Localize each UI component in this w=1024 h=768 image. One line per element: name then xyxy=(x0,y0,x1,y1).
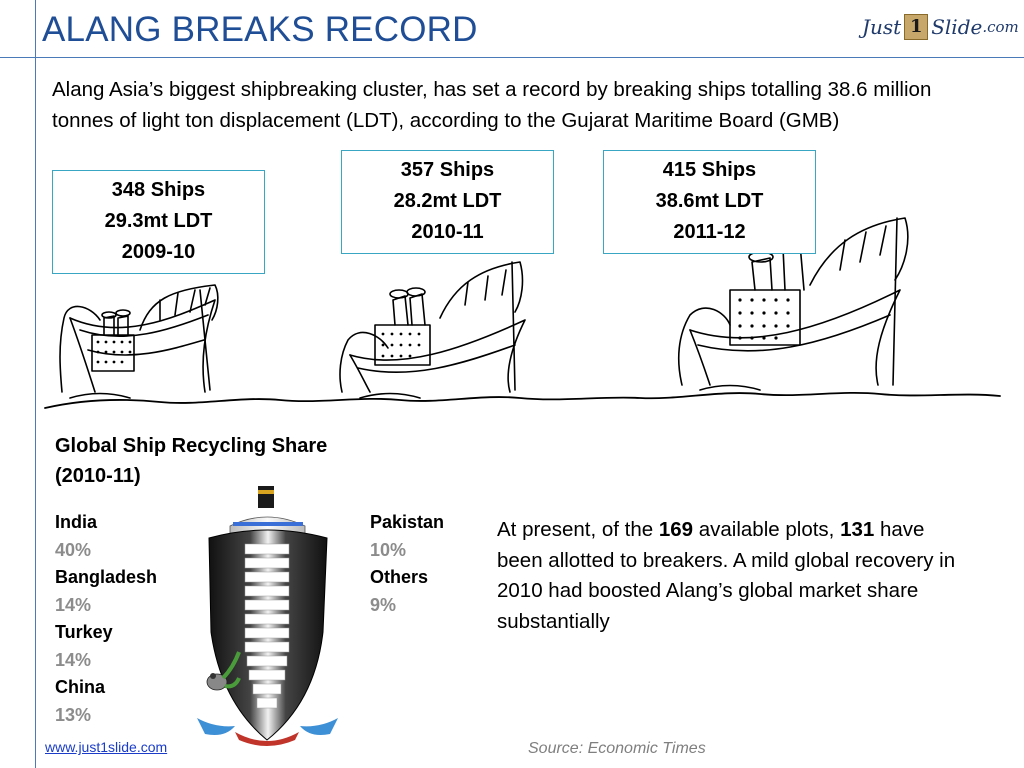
country-percent: 13% xyxy=(55,704,92,725)
stat-year: 2011-12 xyxy=(673,221,746,243)
country-percent: 14% xyxy=(55,649,92,670)
country-name: Bangladesh xyxy=(55,567,158,587)
country-name: China xyxy=(55,677,106,697)
ship-bow-illustration xyxy=(197,486,338,746)
country-percent: 40% xyxy=(55,539,92,560)
country-name: Pakistan xyxy=(370,512,445,532)
ship-icon xyxy=(339,261,526,393)
plots-available: 169 xyxy=(658,518,694,541)
plots-allotted: 131 xyxy=(840,518,875,541)
just1slide-logo[interactable]: Just 1 Slide .com xyxy=(862,12,1019,42)
title-rule xyxy=(0,57,1024,58)
plots-pre: At present, of the xyxy=(497,518,659,541)
logo-text-slide: Slide xyxy=(931,15,983,39)
stat-ships: 415 Ships xyxy=(662,159,757,181)
share-title: Global Ship Recycling Share (2010-11) xyxy=(55,435,328,487)
country-name: India xyxy=(55,512,98,532)
stat-ldt: 29.3mt LDT xyxy=(104,210,213,232)
website-link[interactable]: www.just1slide.com xyxy=(45,739,168,755)
stat-ldt: 28.2mt LDT xyxy=(393,190,502,212)
stat-ships: 348 Ships xyxy=(111,179,206,201)
plots-paragraph: At present, of the 169 available plots, … xyxy=(497,515,967,637)
climber-figure xyxy=(206,651,241,691)
stat-box-2010-11: 357 Ships 28.2mt LDT 2010-11 xyxy=(341,150,554,254)
country-percent: 14% xyxy=(55,594,92,615)
country-name: Others xyxy=(370,567,429,587)
stat-year: 2010-11 xyxy=(411,221,484,243)
logo-box: 1 xyxy=(904,14,929,40)
logo-text-com: .com xyxy=(982,18,1019,36)
water-line xyxy=(44,391,1001,409)
stat-box-2009-10: 348 Ships 29.3mt LDT 2009-10 xyxy=(52,170,265,274)
intro-paragraph: Alang Asia’s biggest shipbreaking cluste… xyxy=(52,78,932,132)
slide-title: ALANG BREAKS RECORD xyxy=(42,10,478,49)
country-name: Turkey xyxy=(55,622,113,642)
logo-text-just: Just xyxy=(862,15,902,39)
country-percent: 10% xyxy=(370,539,407,560)
left-rule xyxy=(35,0,36,768)
source-note: Source: Economic Times xyxy=(528,740,706,757)
stat-box-2011-12: 415 Ships 38.6mt LDT 2011-12 xyxy=(603,150,816,254)
country-percent: 9% xyxy=(370,594,397,615)
stat-ships: 357 Ships xyxy=(400,159,495,181)
ship-icon xyxy=(59,284,219,393)
stat-year: 2009-10 xyxy=(121,241,196,263)
plots-mid: available plots, xyxy=(693,518,841,541)
plots-post: have been allotted to breakers. A mild g… xyxy=(497,518,956,633)
share-list-left: India 40% Bangladesh 14% Turkey 14% Chin… xyxy=(55,509,157,729)
share-list-right: Pakistan 10% Others 9% xyxy=(370,509,444,619)
stat-ldt: 38.6mt LDT xyxy=(655,190,764,212)
